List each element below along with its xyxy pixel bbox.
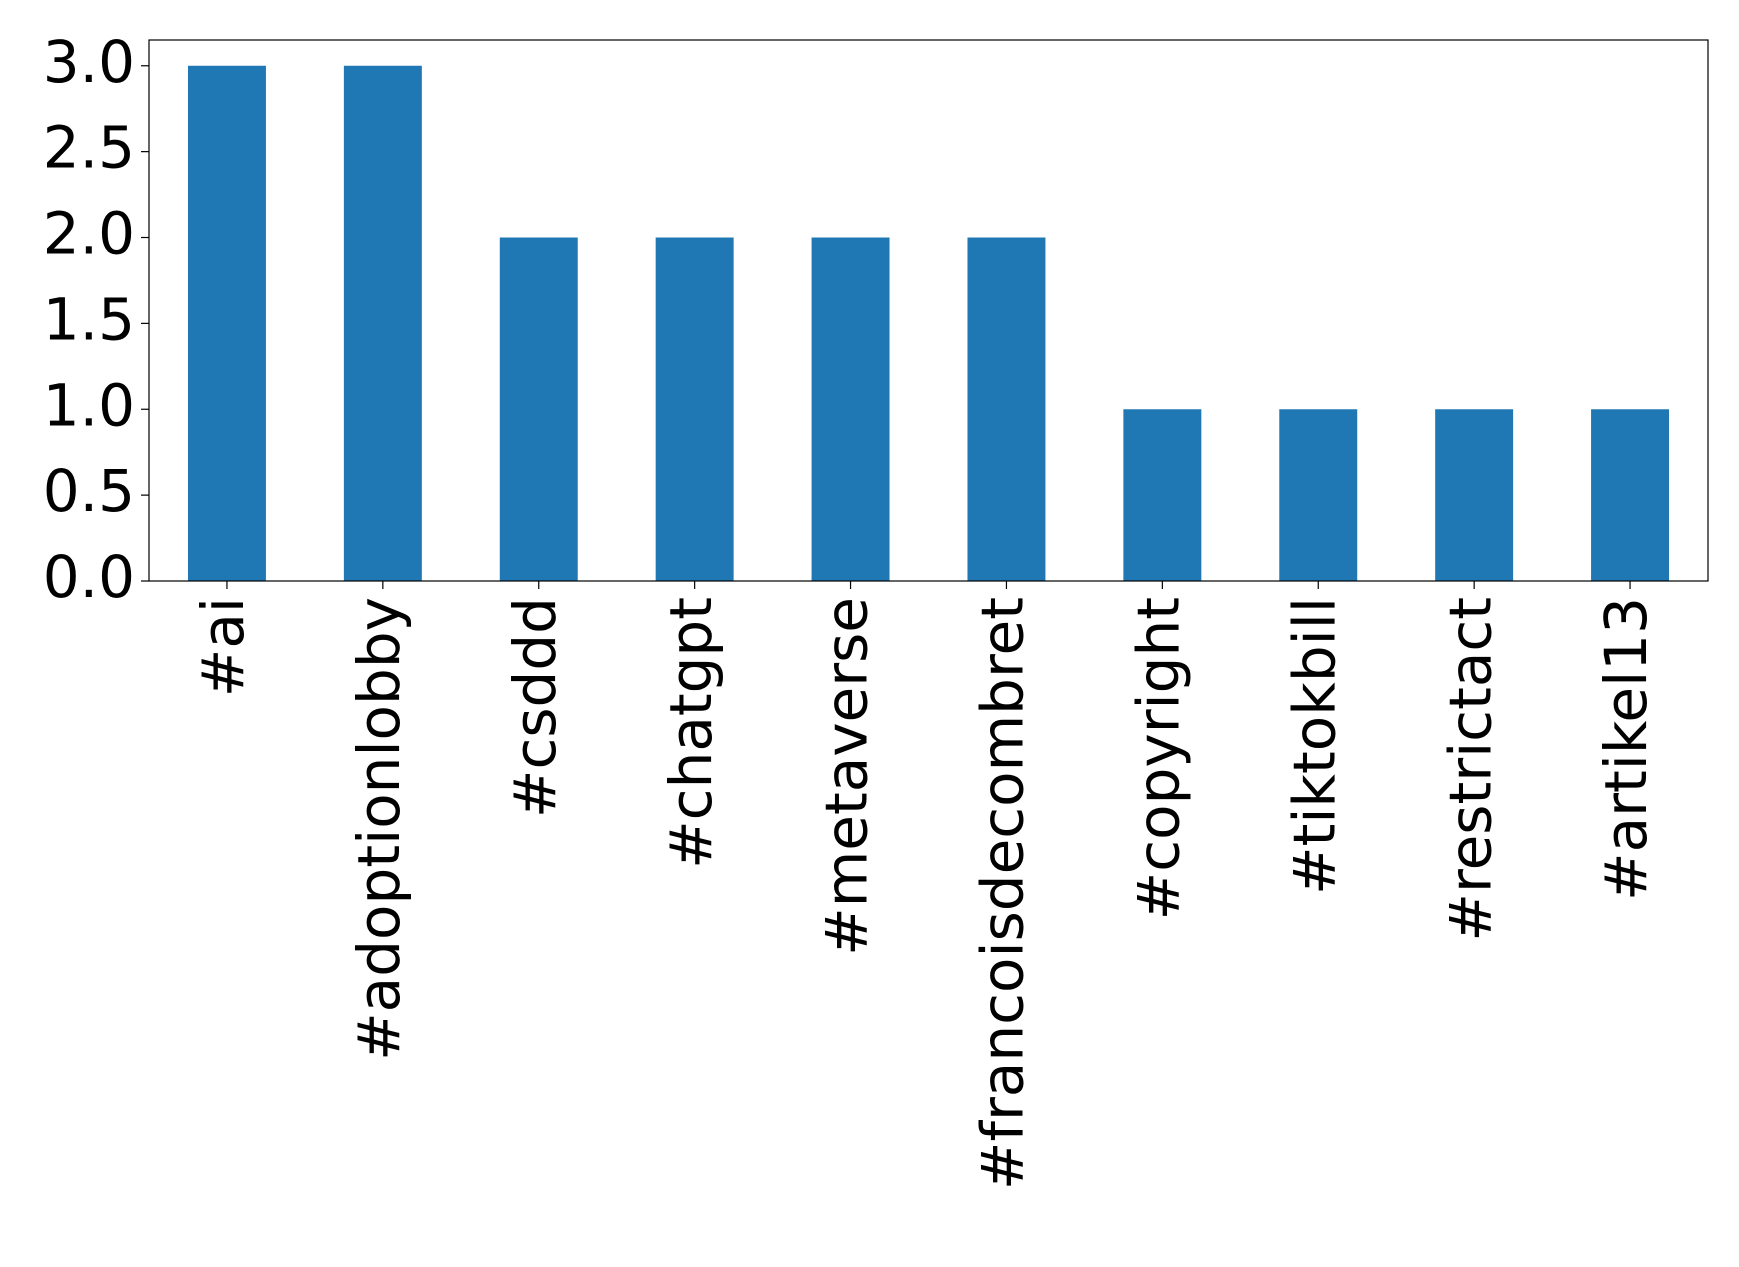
bar bbox=[1123, 409, 1202, 581]
bar bbox=[811, 237, 890, 581]
x-tick-label: #csddd bbox=[501, 597, 569, 818]
y-tick-label: 2.5 bbox=[43, 114, 135, 182]
x-tick-label: #tiktokbill bbox=[1280, 597, 1348, 895]
bar bbox=[655, 237, 734, 581]
x-tick-label: #ai bbox=[189, 597, 257, 697]
x-tick-label: #restrictact bbox=[1436, 597, 1504, 942]
bar bbox=[1435, 409, 1514, 581]
x-tick-label: #copyright bbox=[1124, 597, 1192, 920]
y-tick-label: 0.0 bbox=[43, 543, 135, 611]
y-tick-label: 1.0 bbox=[43, 371, 135, 439]
bar bbox=[343, 65, 422, 581]
bar bbox=[1591, 409, 1670, 581]
x-tick-label: #francoisdecombret bbox=[969, 597, 1037, 1190]
plot-frame bbox=[148, 39, 1709, 582]
y-tick-label: 1.5 bbox=[43, 285, 135, 353]
x-tick-label: #metaverse bbox=[813, 597, 881, 956]
x-tick-label: #chatgpt bbox=[657, 597, 725, 869]
x-tick-label: #adoptionlobby bbox=[345, 597, 413, 1061]
y-tick-label: 0.5 bbox=[43, 457, 135, 525]
y-tick-label: 3.0 bbox=[43, 28, 135, 96]
x-tick-label: #artikel13 bbox=[1592, 597, 1660, 901]
bar bbox=[1279, 409, 1358, 581]
bar bbox=[967, 237, 1046, 581]
bar bbox=[187, 65, 266, 581]
bar bbox=[499, 237, 578, 581]
y-tick-label: 2.0 bbox=[43, 200, 135, 268]
